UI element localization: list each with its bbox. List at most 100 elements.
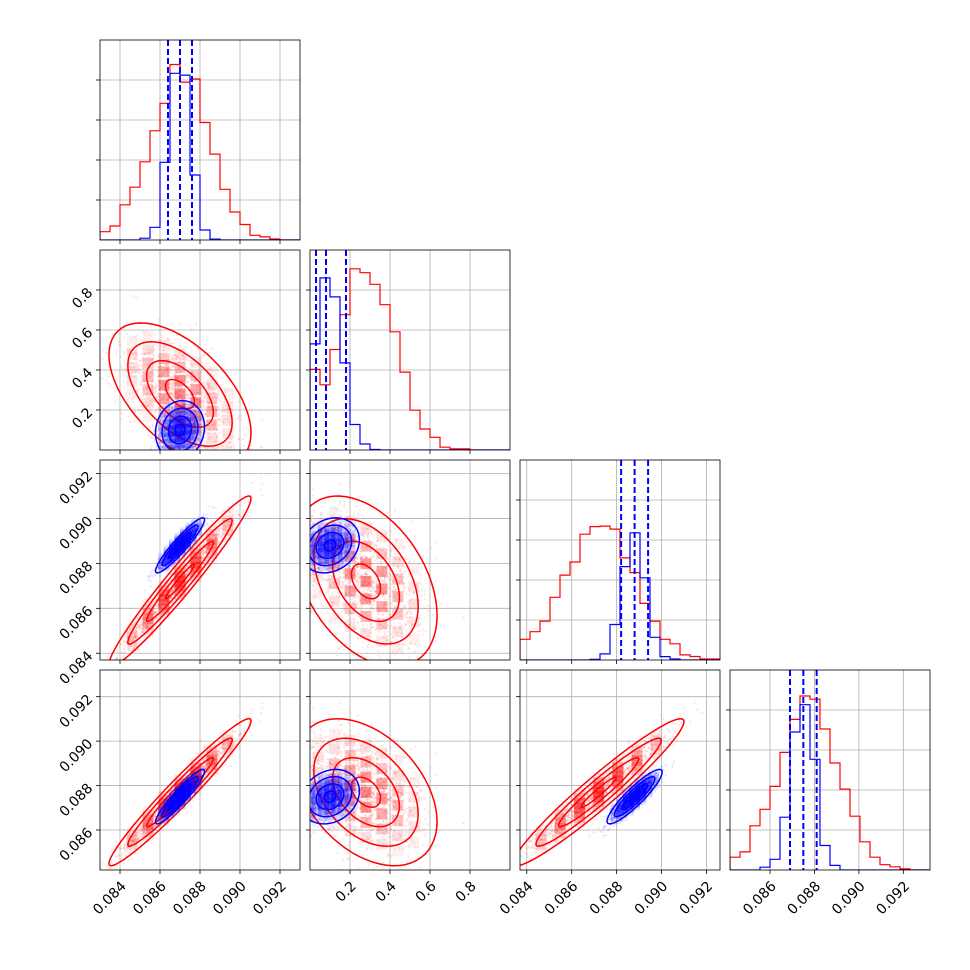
sample-point [219, 446, 222, 449]
sample-point [164, 561, 167, 564]
sample-point [129, 626, 132, 629]
sample-point [189, 437, 192, 440]
sample-point [247, 429, 250, 432]
sample-point [145, 386, 148, 389]
sample-point [173, 423, 176, 426]
sample-point [158, 599, 161, 602]
sample-point [210, 542, 213, 545]
sample-point [190, 584, 194, 587]
sample-point [213, 447, 216, 450]
sample-point [149, 580, 152, 583]
sample-point [229, 440, 232, 443]
sample-point [188, 429, 191, 432]
sample-point [194, 527, 197, 531]
sample-point [170, 392, 173, 395]
sample-point [177, 446, 180, 449]
sample-point [179, 433, 182, 436]
sample-point [347, 497, 350, 501]
sample-point [120, 364, 123, 367]
sample-point [142, 627, 145, 630]
sample-point [131, 294, 135, 298]
sample-point [179, 390, 182, 393]
sample-point [145, 626, 148, 629]
sample-point [221, 420, 224, 423]
sample-point [211, 550, 214, 553]
sample-point [152, 399, 155, 402]
sample-point [171, 429, 174, 432]
sample-point [165, 447, 168, 450]
sample-point [191, 431, 194, 434]
sample-point [211, 506, 214, 509]
sample-point [128, 360, 131, 363]
sample-point [200, 371, 203, 374]
sample-point [181, 576, 184, 579]
sample-point [195, 560, 198, 563]
sample-point [238, 513, 241, 516]
sample-point [174, 423, 177, 426]
sample-point [148, 376, 151, 379]
sample-point [170, 405, 174, 409]
sample-point [166, 364, 169, 367]
sample-point [179, 416, 182, 419]
sample-point [179, 371, 182, 374]
sample-point [152, 423, 155, 426]
sample-point [223, 433, 226, 436]
sample-point [193, 567, 196, 571]
sample-point [183, 444, 187, 447]
contour-line [167, 415, 193, 445]
sample-point [173, 439, 177, 442]
density-cell [174, 401, 186, 413]
sample-point [214, 537, 217, 540]
sample-point [179, 581, 182, 584]
sample-point [178, 439, 181, 442]
sample-point [193, 392, 196, 395]
sample-point [194, 522, 197, 525]
sample-point [197, 563, 200, 566]
sample-point [195, 556, 198, 559]
sample-point [239, 418, 242, 422]
panel-2-0 [99, 459, 301, 664]
sample-point [179, 373, 182, 377]
sample-point [143, 380, 146, 383]
sample-point [189, 396, 192, 399]
sample-point [163, 394, 167, 397]
density-cell [185, 436, 197, 448]
sample-point [187, 570, 190, 573]
sample-point [195, 556, 198, 559]
sample-point [208, 367, 211, 370]
sample-point [173, 375, 176, 378]
sample-point [206, 431, 210, 435]
sample-point [212, 423, 215, 426]
sample-point [157, 604, 160, 607]
sample-point [218, 423, 221, 426]
sample-point [217, 418, 221, 421]
sample-point [154, 334, 157, 337]
sample-point [195, 578, 198, 581]
sample-point [166, 600, 169, 603]
sample-point [165, 438, 168, 441]
sample-point [179, 446, 182, 449]
sample-point [179, 416, 182, 419]
sample-point [185, 390, 188, 393]
density-cell [142, 410, 154, 422]
sample-point [180, 348, 183, 351]
sample-point [200, 424, 203, 427]
sample-point [230, 389, 233, 392]
sample-point [110, 662, 112, 664]
sample-point [138, 632, 141, 635]
sample-point [190, 434, 194, 437]
sample-point [174, 390, 177, 393]
sample-point [184, 436, 187, 439]
sample-point [174, 382, 177, 385]
sample-point [174, 374, 177, 377]
sample-point [162, 396, 165, 399]
sample-point [141, 378, 144, 381]
sample-point [231, 508, 234, 511]
sample-point [181, 427, 184, 430]
sample-point [180, 418, 183, 421]
sample-point [171, 391, 174, 395]
sample-point [181, 445, 184, 448]
sample-point [220, 536, 223, 539]
sample-point [161, 397, 165, 400]
sample-point [170, 564, 173, 568]
